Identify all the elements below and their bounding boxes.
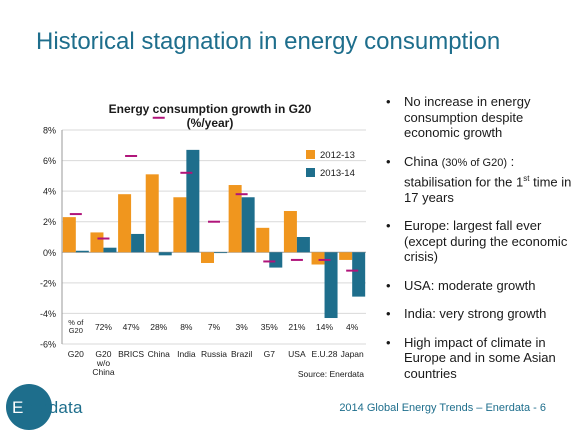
y-tick-label: -6% xyxy=(40,340,56,350)
share-value: 21% xyxy=(288,322,305,332)
bar-2013-14-3 xyxy=(158,252,172,256)
x-tick-label: Russia xyxy=(201,349,227,359)
key-points-list: No increase in energy consumption despit… xyxy=(384,94,576,394)
x-tick-label: E.U.28 xyxy=(312,349,338,359)
enerdata-logo-circle xyxy=(6,384,52,430)
energy-growth-chart: Energy consumption growth in G20(%/year)… xyxy=(40,102,366,379)
page-title: Historical stagnation in energy consumpt… xyxy=(36,28,501,55)
y-tick-label: 2% xyxy=(43,217,56,227)
bullet-text: No increase in energy consumption despit… xyxy=(404,94,531,140)
share-value: 28% xyxy=(150,322,167,332)
bar-2012-13-6 xyxy=(228,185,242,253)
logo-initial: E xyxy=(12,398,24,417)
bar-2013-14-2 xyxy=(131,233,145,253)
bullet-text: High impact of climate in Europe and in … xyxy=(404,334,556,381)
ordinal-suffix: st xyxy=(523,174,530,183)
bar-2013-14-8 xyxy=(296,237,310,253)
x-tick-label: India xyxy=(177,349,196,359)
y-tick-label: -2% xyxy=(40,278,56,288)
bar-2013-14-9 xyxy=(324,252,338,319)
bar-2012-13-0 xyxy=(62,217,76,253)
bullet-india: India: very strong growth xyxy=(384,306,576,322)
enerdata-logo: Enerdata xyxy=(12,398,83,418)
bar-2013-14-6 xyxy=(241,197,255,253)
y-tick-label: 8% xyxy=(43,126,56,136)
y-tick-label: 6% xyxy=(43,156,56,166)
y-tick-label: 4% xyxy=(43,187,56,197)
source-note: Source: Enerdata xyxy=(298,369,364,379)
x-tick-label: G20 xyxy=(68,349,84,359)
x-tick-label: China xyxy=(148,349,170,359)
bar-2012-13-10 xyxy=(339,252,353,260)
share-value: 4% xyxy=(346,322,359,332)
bar-2013-14-1 xyxy=(103,247,117,253)
bar-2013-14-5 xyxy=(214,252,227,254)
bar-2012-13-1 xyxy=(90,232,104,253)
bar-2012-13-9 xyxy=(311,252,325,265)
china-share-note: (30% of G20) xyxy=(441,156,507,169)
y-tick-label: -4% xyxy=(40,309,56,319)
legend-label: 2012-13 xyxy=(320,150,355,161)
bar-2013-14-7 xyxy=(269,252,283,268)
share-value: 8% xyxy=(180,322,193,332)
chart-title: Energy consumption growth in G20 xyxy=(109,102,312,116)
y-tick-label: 0% xyxy=(43,248,56,258)
footer-caption: 2014 Global Energy Trends – Enerdata - 6 xyxy=(339,402,546,414)
share-value: 35% xyxy=(261,322,278,332)
x-tick-label: USA xyxy=(288,349,306,359)
bullet-text: China xyxy=(404,153,442,169)
legend-swatch xyxy=(306,150,315,159)
bar-2013-14-4 xyxy=(186,149,200,253)
bullet-usa: USA: moderate growth xyxy=(384,278,576,294)
bullet-text: USA: moderate growth xyxy=(404,277,536,293)
bar-2012-13-3 xyxy=(145,174,159,253)
chart-subtitle: (%/year) xyxy=(187,116,234,130)
legend-swatch xyxy=(306,168,315,177)
bar-2012-13-2 xyxy=(118,194,132,253)
bullet-text: India: very strong growth xyxy=(404,306,547,322)
bullet-text: Europe: largest fall ever (except during… xyxy=(404,218,568,265)
bullet-china: China (30% of G20) : stabilisation for t… xyxy=(384,154,576,206)
bullet-text: time in 17 years xyxy=(404,174,572,205)
bar-2013-14-10 xyxy=(352,252,366,297)
share-value: 7% xyxy=(208,322,221,332)
bullet-text: : stabilisation for the 1 xyxy=(404,153,524,190)
share-label: % of G20 xyxy=(68,318,84,335)
share-value: 14% xyxy=(316,322,333,332)
share-value: 72% xyxy=(95,322,112,332)
x-tick-label: Japan xyxy=(341,349,364,359)
x-tick-label: G7 xyxy=(264,349,276,359)
bar-2012-13-4 xyxy=(173,197,187,253)
x-tick-label: G20 w/o China xyxy=(92,349,114,377)
bar-2013-14-0 xyxy=(75,250,89,253)
bullet-no-increase: No increase in energy consumption despit… xyxy=(384,94,576,141)
footer-band xyxy=(0,395,580,435)
legend-label: 2013-14 xyxy=(320,168,355,179)
bullet-europe: Europe: largest fall ever (except during… xyxy=(384,218,576,265)
share-value: 3% xyxy=(235,322,248,332)
share-value: 47% xyxy=(123,322,140,332)
x-tick-label: BRICS xyxy=(118,349,144,359)
bar-2012-13-8 xyxy=(283,211,297,253)
logo-rest: nerdata xyxy=(23,398,83,417)
bar-2012-13-7 xyxy=(256,227,270,253)
x-tick-label: Brazil xyxy=(231,349,252,359)
bar-2012-13-5 xyxy=(201,252,214,263)
bullet-climate: High impact of climate in Europe and in … xyxy=(384,335,576,382)
